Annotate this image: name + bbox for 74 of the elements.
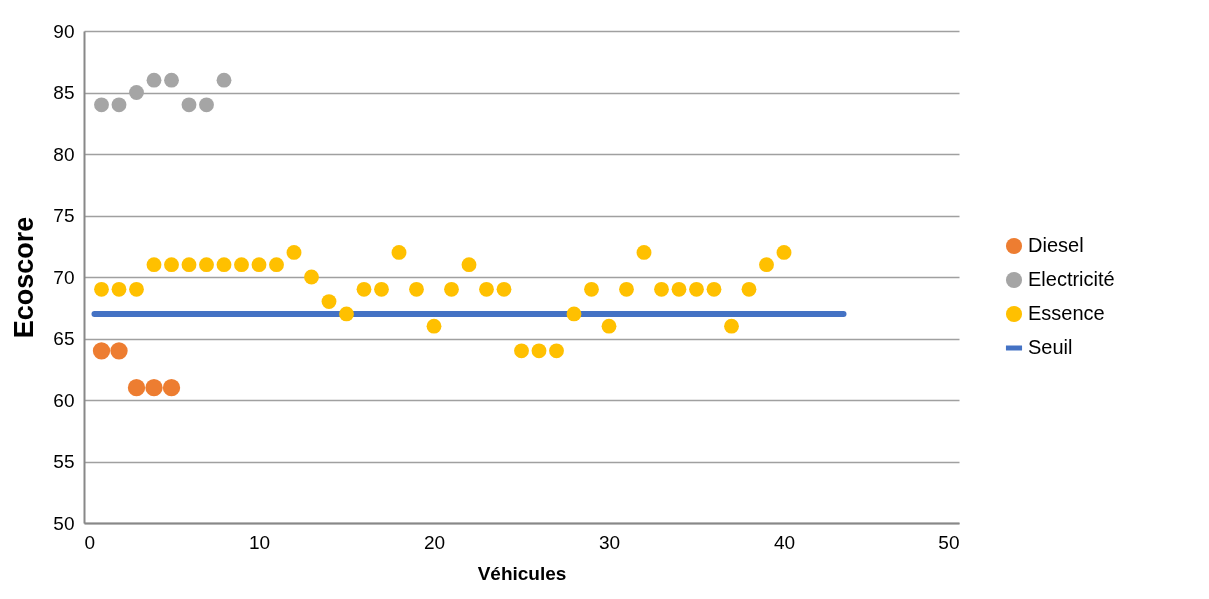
point: [584, 281, 599, 297]
y-tick-label: 50: [53, 512, 75, 534]
point: [162, 379, 181, 397]
y-tick-label: 90: [53, 20, 75, 42]
point: [601, 318, 617, 334]
point: [339, 306, 354, 322]
point: [706, 281, 722, 297]
point: [356, 281, 372, 297]
point: [759, 257, 774, 273]
y-tick-label: 70: [53, 266, 75, 288]
point: [619, 281, 634, 297]
point: [461, 257, 477, 273]
point: [776, 245, 792, 260]
y-tick-label: 65: [53, 328, 75, 349]
legend-label: Essence: [1028, 302, 1105, 324]
point: [321, 294, 337, 309]
point: [127, 379, 146, 397]
point: [94, 97, 109, 113]
point: [145, 379, 163, 397]
y-tick-label: 80: [53, 143, 75, 165]
point: [671, 281, 687, 297]
legend-label: Diesel: [1028, 234, 1084, 256]
point: [654, 281, 669, 297]
y-axis-title: Ecoscore: [9, 216, 40, 339]
x-tick-label: 20: [423, 531, 446, 553]
point: [496, 281, 512, 297]
point: [94, 281, 109, 297]
point: [129, 85, 144, 100]
point: [426, 318, 442, 334]
point: [391, 245, 407, 260]
point: [234, 257, 249, 273]
point: [636, 245, 652, 260]
point: [514, 343, 529, 359]
point: [724, 318, 739, 334]
x-tick-label: 40: [773, 531, 796, 553]
x-axis-title: Véhicules: [477, 562, 567, 584]
y-tick-label: 60: [53, 389, 75, 411]
point: [92, 342, 111, 360]
x-tick-label: 30: [598, 531, 621, 553]
point: [689, 281, 704, 297]
point: [409, 281, 424, 297]
point: [531, 343, 547, 359]
point: [549, 343, 564, 359]
point: [216, 72, 232, 88]
y-tick-label: 75: [53, 205, 75, 226]
point: [164, 257, 179, 273]
y-tick-label: 85: [53, 82, 75, 103]
point: [181, 257, 197, 273]
point: [111, 281, 127, 297]
point: [199, 257, 214, 273]
point: [129, 281, 144, 297]
point: [164, 72, 179, 88]
legend-label: Seuil: [1028, 336, 1073, 358]
point: [146, 257, 162, 273]
point: [269, 257, 284, 273]
x-tick-label: 50: [938, 531, 960, 553]
y-tick-label: 55: [53, 451, 75, 472]
x-tick-label: 0: [84, 531, 96, 553]
point: [199, 97, 214, 113]
point: [110, 342, 128, 360]
point: [111, 97, 127, 113]
point: [479, 281, 494, 297]
point: [251, 257, 267, 273]
legend-label: Electricité: [1028, 268, 1115, 290]
point: [146, 72, 162, 88]
point: [181, 97, 197, 113]
point: [286, 245, 302, 260]
point: [374, 281, 389, 297]
point: [566, 306, 582, 322]
point: [444, 281, 459, 297]
point: [741, 281, 757, 297]
point: [216, 257, 232, 273]
point: [304, 269, 319, 285]
x-tick-label: 10: [248, 531, 271, 553]
